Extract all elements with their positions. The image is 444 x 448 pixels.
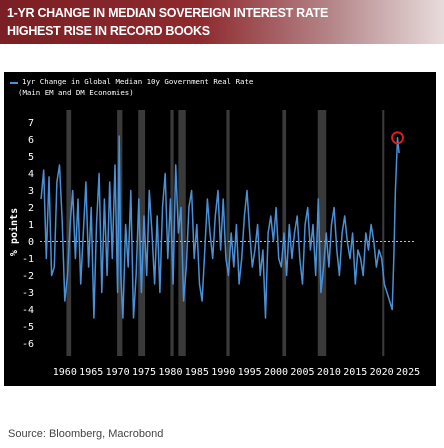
y-tick-label: -6	[22, 339, 34, 350]
x-tick-label: 1985	[185, 367, 209, 378]
y-tick-label: 4	[28, 169, 34, 180]
y-tick-label: -1	[22, 254, 34, 265]
legend-line1: 1yr Change in Global Median 10y Governme…	[22, 77, 254, 86]
recession-band-7	[317, 110, 327, 356]
y-axis-label: % points	[8, 208, 20, 256]
y-tick-label: 1	[28, 220, 34, 231]
legend-line2: (Main EM and DM Economies)	[18, 88, 134, 97]
title-banner: 1-YR CHANGE IN MEDIAN SOVEREIGN INTEREST…	[0, 0, 444, 44]
x-tick-label: 1970	[106, 367, 130, 378]
y-tick-label: 6	[28, 135, 34, 146]
y-tick-label: 0	[28, 237, 34, 248]
y-tick-label: 3	[28, 186, 34, 197]
y-tick-label: -5	[22, 322, 34, 333]
y-tick-label: -2	[22, 271, 34, 282]
x-tick-label: 2015	[343, 367, 367, 378]
chart-frame: 7 6 5 4 3 2 1 0 -1 -2 -3 -4 -5 -6 1960 1965 1970 1975 198…	[4, 72, 436, 386]
highlight-circle	[391, 131, 404, 145]
x-tick-label: 2025	[396, 367, 420, 378]
x-tick-label: 1960	[53, 367, 77, 378]
recession-band-8	[382, 110, 385, 356]
x-tick-label: 1990	[211, 367, 235, 378]
x-tick-label: 2010	[317, 367, 341, 378]
x-tick-label: 1965	[79, 367, 103, 378]
y-tick-label: 5	[28, 152, 34, 163]
y-tick-labels: 7 6 5 4 3 2 1 0 -1 -2 -3 -4 -5 -6	[22, 118, 34, 350]
x-tick-labels: 1960 1965 1970 1975 1980 1985 1990 1995 2000 2005…	[53, 367, 420, 378]
x-tick-label: 2000	[264, 367, 288, 378]
series-line-0	[40, 135, 400, 319]
x-tick-label: 1975	[132, 367, 156, 378]
chart-title-line2: HIGHEST RISE IN RECORD BOOKS	[7, 24, 210, 38]
y-tick-label: -3	[22, 288, 34, 299]
x-tick-label: 1995	[238, 367, 262, 378]
recession-band-0	[66, 110, 72, 356]
source-note: Source: Bloomberg, Macrobond	[8, 428, 164, 440]
chart-title-line1: 1-YR CHANGE IN MEDIAN SOVEREIGN INTEREST…	[7, 6, 329, 20]
x-tick-label: 1980	[158, 367, 182, 378]
y-tick-label: 2	[28, 203, 34, 214]
x-tick-label: 2020	[370, 367, 394, 378]
y-tick-label: -4	[22, 305, 34, 316]
x-tick-label: 2005	[290, 367, 314, 378]
y-tick-label: 7	[28, 118, 34, 129]
recession-band-5	[226, 110, 230, 356]
series-group	[40, 135, 400, 319]
recession-band-2	[138, 110, 146, 356]
